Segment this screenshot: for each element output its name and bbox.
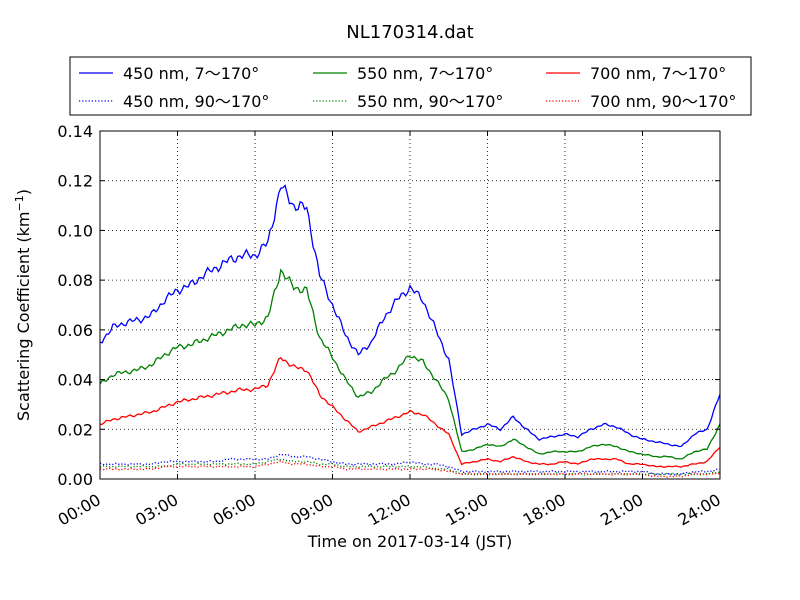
y-axis-label-close: ) [14,189,33,195]
y-tick-label: 0.02 [57,420,93,439]
y-axis-tick-labels: 0.00 0.02 0.04 0.06 0.08 0.10 0.12 0.14 [57,122,93,489]
y-axis-label: Scattering Coefficient (km−1) [13,189,33,421]
legend-label: 450 nm, 7～170° [123,64,259,83]
series-lines [99,184,721,479]
y-tick-label: 0.04 [57,371,93,390]
series-line [99,184,721,448]
legend-label: 450 nm, 90～170° [123,92,269,111]
legend-label: 550 nm, 90～170° [357,92,503,111]
y-tick-label: 0.08 [57,271,93,290]
y-tick-label: 0.14 [57,122,93,141]
axis-ticks [99,130,721,480]
series-line [99,268,721,460]
series-line [99,453,721,476]
series-line [100,356,721,468]
y-tick-label: 0.10 [57,221,93,240]
x-axis-label: Time on 2017-03-14 (JST) [307,532,512,551]
legend-label: 700 nm, 7～170° [590,64,726,83]
y-axis-label-main: Scattering Coefficient (km [14,211,33,421]
legend-label: 550 nm, 7～170° [357,64,493,83]
grid-lines [100,131,720,479]
legend: 450 nm, 7～170° 450 nm, 90～170° 550 nm, 7～1… [69,56,752,116]
legend-label: 700 nm, 90～170° [590,92,736,111]
y-tick-label: 0.00 [57,470,93,489]
legend-frame [69,56,752,116]
y-tick-label: 0.12 [57,172,93,191]
y-axis-label-superscript: −1 [13,195,26,211]
y-tick-label: 0.06 [57,321,93,340]
chart-title: NL170314.dat [346,22,473,43]
